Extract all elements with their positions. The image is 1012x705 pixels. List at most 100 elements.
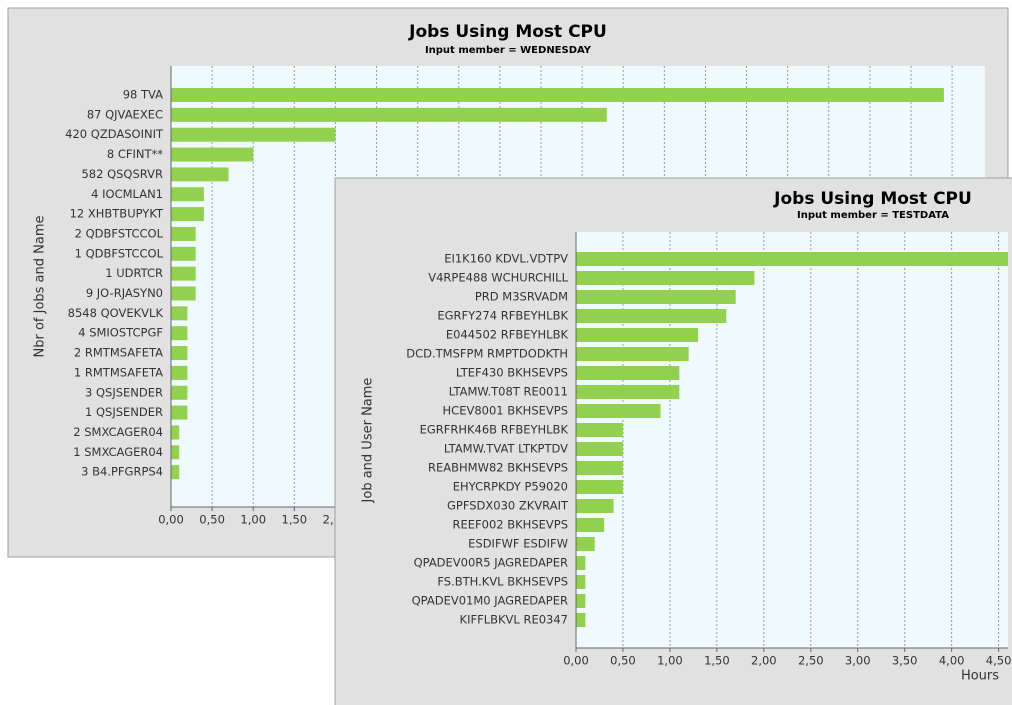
x-tick-label: 3,50: [892, 654, 918, 668]
y-tick-label: 87 QJVAEXEC: [87, 107, 163, 121]
bar: [576, 575, 586, 589]
bar: [171, 127, 336, 142]
bar: [576, 404, 661, 418]
bar: [576, 442, 623, 456]
y-tick-label: DCD.TMSFPM RMPTDODKTH: [406, 347, 568, 361]
y-tick-label: HCEV8001 BKHSEVPS: [443, 404, 568, 418]
bar: [576, 271, 755, 285]
bar: [171, 266, 196, 281]
y-tick-label: 1 QSJSENDER: [85, 405, 163, 419]
bar: [171, 385, 188, 400]
x-tick-label: 2,50: [798, 654, 824, 668]
bar: [171, 167, 229, 182]
bar: [576, 347, 689, 361]
bar: [171, 306, 188, 321]
y-tick-label: 2 QDBFSTCCOL: [75, 226, 164, 240]
y-tick-label: 2 RMTMSAFETA: [74, 346, 163, 360]
bar: [576, 480, 623, 494]
y-tick-label: REEF002 BKHSEVPS: [453, 518, 569, 532]
y-tick-label: QPADEV00R5 JAGREDAPER: [414, 556, 568, 570]
bar: [171, 246, 196, 261]
y-tick-label: 8548 QOVEKVLK: [68, 306, 164, 320]
y-tick-label: EGRFY274 RFBEYHLBK: [437, 309, 568, 323]
y-tick-label: E044502 RFBEYHLBK: [446, 328, 569, 342]
y-tick-label: FS.BTH.KVL BKHSEVPS: [437, 575, 568, 589]
x-tick-label: 0,50: [610, 654, 636, 668]
chart-title: Jobs Using Most CPU: [408, 22, 607, 42]
y-tick-label: 8 CFINT**: [107, 147, 163, 161]
x-tick-label: 2,00: [751, 654, 777, 668]
y-tick-label: LTAMW.TVAT LTKPTDV: [444, 442, 568, 456]
x-tick-label: 0,50: [199, 513, 225, 527]
y-tick-label: PRD M3SRVADM: [475, 290, 568, 304]
bar: [171, 207, 204, 222]
bar: [576, 309, 727, 323]
bar: [576, 556, 586, 570]
bar: [171, 365, 188, 380]
bar: [576, 613, 586, 627]
y-tick-label: 3 QSJSENDER: [85, 385, 163, 399]
y-tick-label: 3 B4.PFGRPS4: [81, 465, 163, 479]
bar: [576, 252, 1008, 266]
x-tick-label: 1,50: [704, 654, 730, 668]
bar: [171, 147, 254, 162]
x-tick-label: 1,00: [657, 654, 683, 668]
bar: [171, 88, 944, 102]
y-tick-label: 1 SMXCAGER04: [73, 445, 163, 459]
bar: [171, 107, 607, 122]
chart-subtitle: Input member = WEDNESDAY: [425, 45, 592, 56]
y-tick-label: 420 QZDASOINIT: [65, 127, 164, 141]
y-axis-title: Job and User Name: [361, 378, 376, 504]
bar: [576, 518, 605, 532]
y-tick-label: 4 SMIOSTCPGF: [78, 326, 163, 340]
bar: [171, 187, 204, 202]
bar: [171, 405, 188, 420]
bar: [576, 594, 586, 608]
x-tick-label: 1,00: [240, 513, 266, 527]
bar: [171, 326, 188, 341]
x-tick-label: 0,00: [563, 654, 589, 668]
y-tick-label: LTAMW.T08T RE0011: [449, 385, 568, 399]
bar: [576, 537, 595, 551]
y-tick-label: 4 IOCMLAN1: [91, 187, 163, 201]
y-tick-label: 1 RMTMSAFETA: [74, 365, 163, 379]
y-tick-label: 98 TVA: [123, 88, 163, 102]
y-tick-label: REABHMW82 BKHSEVPS: [428, 461, 568, 475]
bar: [576, 423, 623, 437]
bar: [576, 385, 680, 399]
bar: [171, 425, 180, 440]
bar: [171, 465, 180, 480]
bar: [171, 286, 196, 301]
y-tick-label: 12 XHBTBUPYKT: [70, 207, 164, 221]
y-tick-label: LTEF430 BKHSEVPS: [456, 366, 568, 380]
bar: [576, 366, 680, 380]
bar: [576, 328, 699, 342]
bar: [576, 499, 614, 513]
y-tick-label: QPADEV01M0 JAGREDAPER: [412, 594, 568, 608]
y-tick-label: ESDIFWF ESDIFW: [468, 537, 568, 551]
y-tick-label: EI1K160 KDVL.VDTPV: [444, 252, 568, 266]
y-tick-label: KIFFLBKVL RE0347: [460, 613, 568, 627]
y-tick-label: EGRFRHK46B RFBEYHLBK: [420, 423, 569, 437]
bar: [171, 445, 180, 460]
chart-subtitle: Input member = TESTDATA: [797, 210, 949, 221]
x-tick-label: 4,00: [939, 654, 965, 668]
x-tick-label: 3,00: [845, 654, 871, 668]
x-tick-label: 0,00: [158, 513, 184, 527]
y-tick-label: 1 UDRTCR: [105, 266, 163, 280]
x-tick-label: 1,50: [282, 513, 308, 527]
plot-content: [576, 232, 1008, 648]
bar: [171, 346, 188, 361]
y-tick-label: 9 JO-RJASYN0: [86, 286, 163, 300]
y-tick-label: GPFSDX030 ZKVRAIT: [447, 499, 569, 513]
y-tick-label: 582 QSQSRVR: [81, 167, 163, 181]
bar: [171, 226, 196, 241]
x-axis-title: Hours: [961, 669, 999, 684]
x-tick-label: 4,50: [986, 654, 1012, 668]
bar: [576, 461, 623, 475]
y-tick-label: 1 QDBFSTCCOL: [75, 246, 164, 260]
y-tick-label: V4RPE488 WCHURCHILL: [428, 271, 568, 285]
y-axis-title: Nbr of Jobs and Name: [33, 215, 48, 357]
